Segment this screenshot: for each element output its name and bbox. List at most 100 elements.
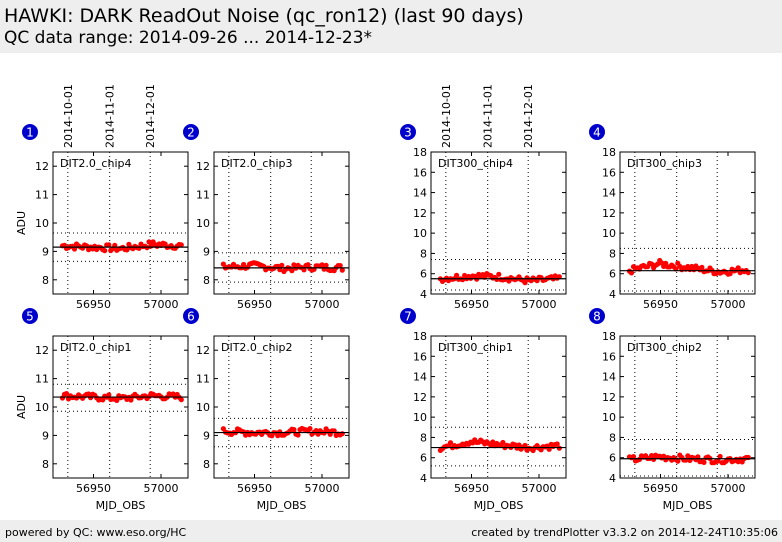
panel-label: DIT300_chip2 xyxy=(627,341,702,354)
y-tick-label: 10 xyxy=(413,227,427,240)
x-tick-label: 56950 xyxy=(237,482,272,495)
panel-label: DIT2.0_chip1 xyxy=(60,341,131,354)
y-axis-label: ADU xyxy=(15,211,28,235)
x-tick-label: 57000 xyxy=(522,482,557,495)
x-axis-label: MJD_OBS xyxy=(96,499,146,512)
panel-label: DIT300_chip3 xyxy=(627,157,702,170)
x-tick-label: 56950 xyxy=(643,298,678,311)
data-point xyxy=(628,270,635,276)
panel-number-badge xyxy=(400,124,416,140)
y-tick-label: 8 xyxy=(203,274,210,287)
page-subtitle: QC data range: 2014-09-26 ... 2014-12-23… xyxy=(4,28,373,48)
plot-frame xyxy=(619,335,756,479)
y-tick-label: 8 xyxy=(42,458,49,471)
y-tick-label: 12 xyxy=(602,207,616,220)
y-tick-label: 8 xyxy=(420,247,427,260)
panel-number-badge xyxy=(589,308,605,324)
y-tick-label: 12 xyxy=(196,344,210,357)
y-tick-label: 11 xyxy=(196,373,210,386)
panel-number-badge xyxy=(589,124,605,140)
data-point xyxy=(146,239,152,245)
y-axis-label: ADU xyxy=(15,395,28,419)
panel-number: 7 xyxy=(404,310,412,324)
data-point xyxy=(124,247,130,253)
plot-frame xyxy=(430,335,567,479)
panel-number: 3 xyxy=(404,126,412,140)
data-point xyxy=(496,271,502,277)
x-tick-label: 57000 xyxy=(305,482,340,495)
data-point xyxy=(699,264,705,270)
y-tick-label: 16 xyxy=(413,350,427,363)
data-point xyxy=(554,441,560,447)
x-tick-label: 56950 xyxy=(454,482,489,495)
chart-panel-7: 4 6 8 10 12 14 16 18 56950 57000 DIT300_chip1 MJD_O… xyxy=(400,308,567,512)
y-tick-label: 14 xyxy=(602,187,616,200)
y-tick-label: 9 xyxy=(42,245,49,258)
footer-powered-by: powered by QC: www.eso.org/HC xyxy=(5,526,187,539)
data-point xyxy=(301,267,307,273)
panel-number-badge xyxy=(22,308,38,324)
y-tick-label: 18 xyxy=(602,146,616,159)
data-point xyxy=(295,432,301,438)
x-tick-label: 56950 xyxy=(76,482,111,495)
data-point xyxy=(522,442,528,449)
y-tick-label: 12 xyxy=(35,344,49,357)
y-tick-label: 6 xyxy=(420,268,427,281)
panel-number-badge xyxy=(183,308,199,324)
y-tick-label: 12 xyxy=(196,160,210,173)
y-tick-label: 4 xyxy=(609,288,616,301)
chart-panel-6: 8 9 10 11 12 56950 57000 DIT2.0_chip2 MJD_OBS 6 xyxy=(183,308,350,512)
y-tick-label: 10 xyxy=(196,401,210,414)
panel-number: 1 xyxy=(26,126,34,140)
panel-number: 4 xyxy=(593,126,601,140)
data-point xyxy=(494,276,500,282)
data-point xyxy=(715,458,721,464)
data-point xyxy=(717,453,723,460)
data-point xyxy=(307,426,313,432)
y-tick-label: 11 xyxy=(35,373,49,386)
y-tick-label: 18 xyxy=(413,146,427,159)
data-point xyxy=(63,391,70,397)
data-point xyxy=(556,274,562,280)
plot-frame xyxy=(213,151,350,295)
data-point xyxy=(675,458,681,464)
footer-created-by: created by trendPlotter v3.3.2 on 2014-1… xyxy=(471,526,778,539)
panel-label: DIT300_chip1 xyxy=(438,341,513,354)
data-point xyxy=(178,397,184,403)
y-tick-label: 12 xyxy=(413,207,427,220)
y-tick-label: 14 xyxy=(413,187,427,200)
data-point xyxy=(128,397,134,403)
x-tick-label: 57000 xyxy=(144,298,179,311)
y-tick-label: 6 xyxy=(609,452,616,465)
chart-panel-5: 8 9 10 11 12 56950 57000 DIT2.0_chip1 MJD_OBS ADU… xyxy=(15,308,189,512)
page-title: HAWKI: DARK ReadOut Noise (qc_ron12) (la… xyxy=(4,5,524,27)
x-tick-label: 56950 xyxy=(454,298,489,311)
y-tick-label: 14 xyxy=(413,371,427,384)
y-tick-label: 12 xyxy=(413,391,427,404)
y-tick-label: 6 xyxy=(609,268,616,281)
y-tick-label: 14 xyxy=(602,371,616,384)
panel-number-badge xyxy=(183,124,199,140)
chart-panel-4: 4 6 8 10 12 14 16 18 56950 57000 DIT300_chip3 4 xyxy=(589,124,756,311)
x-tick-label: 57000 xyxy=(711,298,746,311)
x-axis-label: MJD_OBS xyxy=(257,499,307,512)
y-tick-label: 8 xyxy=(609,431,616,444)
data-point xyxy=(319,262,325,268)
y-tick-label: 8 xyxy=(42,274,49,287)
y-tick-label: 18 xyxy=(413,330,427,343)
data-point xyxy=(447,440,454,446)
date-marker-label: 2014-12-01 xyxy=(522,84,535,148)
y-tick-label: 10 xyxy=(602,227,616,240)
y-tick-label: 18 xyxy=(602,330,616,343)
date-marker-label: 2014-11-01 xyxy=(482,84,495,148)
y-tick-label: 8 xyxy=(203,458,210,471)
y-tick-label: 10 xyxy=(602,411,616,424)
data-point xyxy=(289,268,295,274)
date-marker-label: 2014-10-01 xyxy=(62,84,75,148)
data-point xyxy=(102,248,108,254)
panel-number-badge xyxy=(22,124,38,140)
y-tick-label: 10 xyxy=(35,217,49,230)
y-tick-label: 8 xyxy=(609,247,616,260)
x-tick-label: 57000 xyxy=(522,298,557,311)
